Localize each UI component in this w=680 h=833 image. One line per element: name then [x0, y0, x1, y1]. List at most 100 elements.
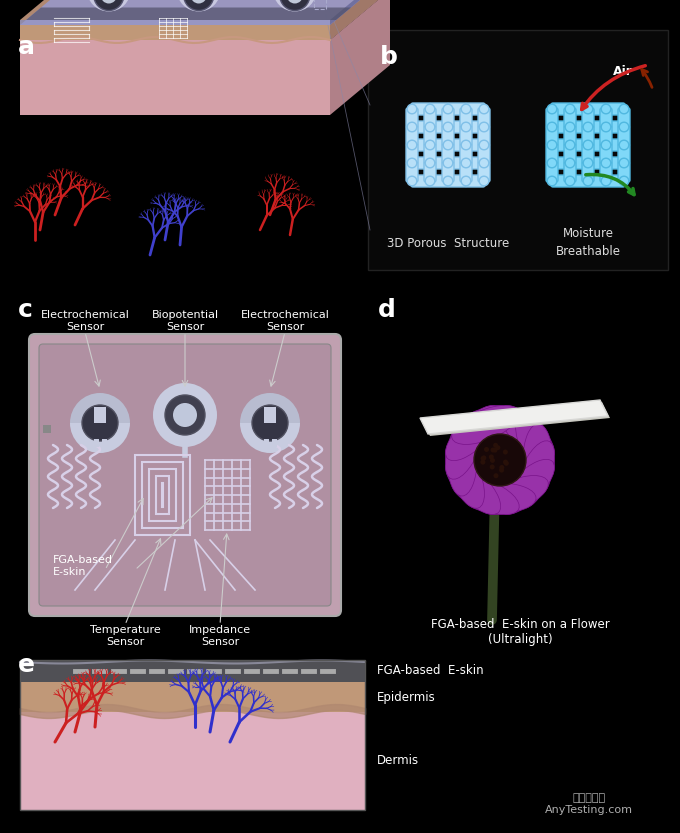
Text: Electrochemical
Sensor: Electrochemical Sensor: [241, 311, 329, 332]
Circle shape: [499, 467, 504, 472]
FancyBboxPatch shape: [546, 162, 558, 182]
Circle shape: [443, 104, 453, 114]
Circle shape: [165, 395, 205, 435]
Circle shape: [565, 158, 575, 167]
FancyBboxPatch shape: [406, 126, 418, 146]
Ellipse shape: [445, 406, 500, 461]
Text: Air: Air: [613, 65, 633, 78]
Circle shape: [583, 177, 593, 186]
FancyBboxPatch shape: [618, 144, 630, 164]
FancyBboxPatch shape: [551, 121, 571, 133]
Text: b: b: [380, 45, 398, 69]
Circle shape: [547, 140, 557, 150]
Polygon shape: [330, 0, 390, 25]
Text: Moisture: Moisture: [562, 227, 613, 240]
Circle shape: [490, 465, 495, 470]
FancyBboxPatch shape: [411, 139, 431, 151]
Bar: [135, 455, 190, 535]
Circle shape: [494, 473, 498, 478]
Ellipse shape: [445, 459, 500, 515]
Polygon shape: [420, 400, 608, 434]
Polygon shape: [20, 0, 390, 40]
Bar: [20, 660, 365, 810]
FancyBboxPatch shape: [618, 162, 630, 182]
Circle shape: [190, 0, 207, 3]
Circle shape: [601, 140, 611, 150]
Ellipse shape: [523, 424, 553, 496]
Ellipse shape: [445, 441, 484, 508]
Circle shape: [565, 140, 575, 150]
Circle shape: [252, 405, 288, 441]
Text: Dermis: Dermis: [377, 755, 419, 767]
Circle shape: [425, 140, 435, 150]
Circle shape: [87, 0, 131, 12]
Circle shape: [479, 104, 489, 114]
FancyBboxPatch shape: [582, 162, 594, 182]
Circle shape: [407, 158, 417, 167]
FancyBboxPatch shape: [564, 126, 576, 146]
Text: Breathable: Breathable: [556, 245, 620, 258]
FancyBboxPatch shape: [406, 108, 418, 128]
Circle shape: [173, 403, 197, 427]
FancyBboxPatch shape: [94, 407, 106, 423]
Bar: [156, 476, 169, 514]
FancyBboxPatch shape: [424, 144, 436, 164]
FancyBboxPatch shape: [605, 139, 625, 151]
Bar: [20, 660, 365, 682]
FancyBboxPatch shape: [551, 175, 571, 187]
FancyBboxPatch shape: [460, 144, 472, 164]
FancyBboxPatch shape: [587, 121, 607, 133]
FancyBboxPatch shape: [465, 139, 485, 151]
FancyBboxPatch shape: [600, 144, 612, 164]
Circle shape: [481, 456, 486, 461]
FancyBboxPatch shape: [411, 121, 431, 133]
FancyBboxPatch shape: [460, 108, 472, 128]
Circle shape: [407, 104, 417, 114]
Circle shape: [425, 158, 435, 167]
Circle shape: [479, 177, 489, 186]
Circle shape: [425, 177, 435, 186]
Circle shape: [601, 104, 611, 114]
Polygon shape: [20, 0, 390, 25]
FancyBboxPatch shape: [564, 108, 576, 128]
FancyBboxPatch shape: [551, 103, 571, 115]
Circle shape: [547, 177, 557, 186]
FancyBboxPatch shape: [447, 103, 467, 115]
Circle shape: [443, 122, 453, 132]
FancyBboxPatch shape: [465, 157, 485, 169]
Ellipse shape: [515, 412, 555, 479]
Circle shape: [547, 158, 557, 167]
FancyBboxPatch shape: [569, 121, 589, 133]
FancyBboxPatch shape: [587, 103, 607, 115]
FancyBboxPatch shape: [264, 407, 276, 423]
Text: FGA-based  E-skin on a Flower
(Ultralight): FGA-based E-skin on a Flower (Ultralight…: [430, 618, 609, 646]
Circle shape: [490, 447, 496, 452]
Circle shape: [287, 0, 303, 3]
Bar: [142, 462, 183, 528]
Ellipse shape: [452, 476, 520, 515]
Circle shape: [480, 460, 486, 465]
Text: 嘉峨检测网
AnyTesting.com: 嘉峨检测网 AnyTesting.com: [545, 793, 633, 815]
FancyBboxPatch shape: [569, 157, 589, 169]
Circle shape: [407, 140, 417, 150]
Circle shape: [461, 104, 471, 114]
Circle shape: [479, 122, 489, 132]
Circle shape: [407, 122, 417, 132]
Bar: [313, 0, 326, 8]
FancyBboxPatch shape: [564, 162, 576, 182]
Text: FGA-based
E-skin: FGA-based E-skin: [53, 555, 113, 576]
Ellipse shape: [499, 459, 554, 515]
FancyBboxPatch shape: [424, 162, 436, 182]
FancyBboxPatch shape: [442, 162, 454, 182]
Ellipse shape: [515, 441, 555, 508]
Text: c: c: [18, 298, 33, 322]
Circle shape: [503, 450, 508, 455]
Circle shape: [425, 104, 435, 114]
FancyBboxPatch shape: [424, 126, 436, 146]
Bar: [94, 439, 99, 447]
FancyBboxPatch shape: [605, 121, 625, 133]
FancyBboxPatch shape: [605, 103, 625, 115]
Circle shape: [619, 177, 629, 186]
Circle shape: [279, 0, 310, 11]
FancyBboxPatch shape: [429, 139, 449, 151]
